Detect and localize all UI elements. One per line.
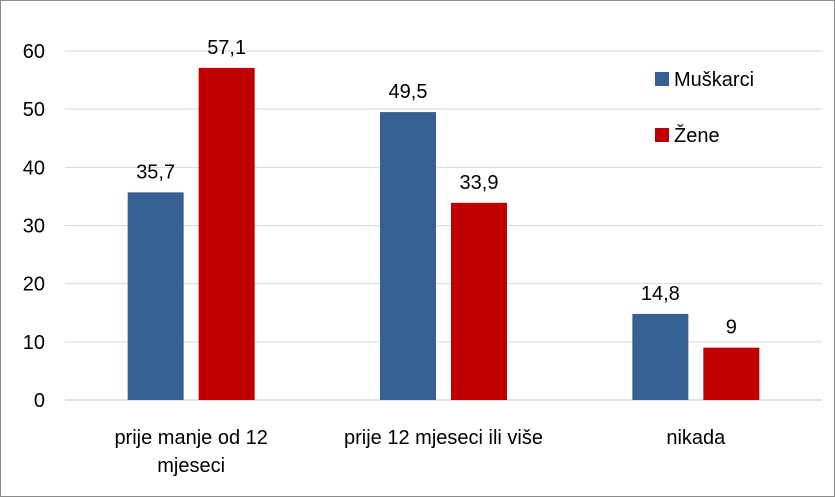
y-tick-label: 10 xyxy=(23,332,45,354)
y-tick-label: 0 xyxy=(34,390,45,412)
bar-muskarci xyxy=(127,192,184,400)
y-tick-label: 50 xyxy=(23,99,45,121)
legend-swatch-muskarci xyxy=(655,72,669,86)
y-tick-label: 30 xyxy=(23,216,45,238)
legend-swatch-zene xyxy=(655,128,669,142)
category-label: nikada xyxy=(666,427,726,449)
legend-label: Muškarci xyxy=(674,69,754,91)
data-label: 14,8 xyxy=(641,283,680,305)
y-tick-label: 60 xyxy=(23,41,45,63)
bar-muskarci xyxy=(380,112,436,400)
bar-muskarci xyxy=(632,313,689,400)
bar-zene xyxy=(198,67,255,400)
y-tick-label: 40 xyxy=(23,157,45,179)
category-label: prije manje od 12 xyxy=(114,427,267,449)
data-label: 49,5 xyxy=(389,81,428,103)
category-label: mjeseci xyxy=(157,455,225,477)
category-label: prije 12 mjeseci ili više xyxy=(344,427,543,449)
y-tick-label: 20 xyxy=(23,274,45,296)
data-label: 57,1 xyxy=(207,37,246,59)
data-label: 33,9 xyxy=(460,172,499,194)
bar-zene xyxy=(451,202,507,400)
bar-zene xyxy=(703,347,760,400)
data-label: 35,7 xyxy=(136,161,175,183)
legend-label: Žene xyxy=(674,124,720,147)
data-label: 9 xyxy=(726,317,737,339)
